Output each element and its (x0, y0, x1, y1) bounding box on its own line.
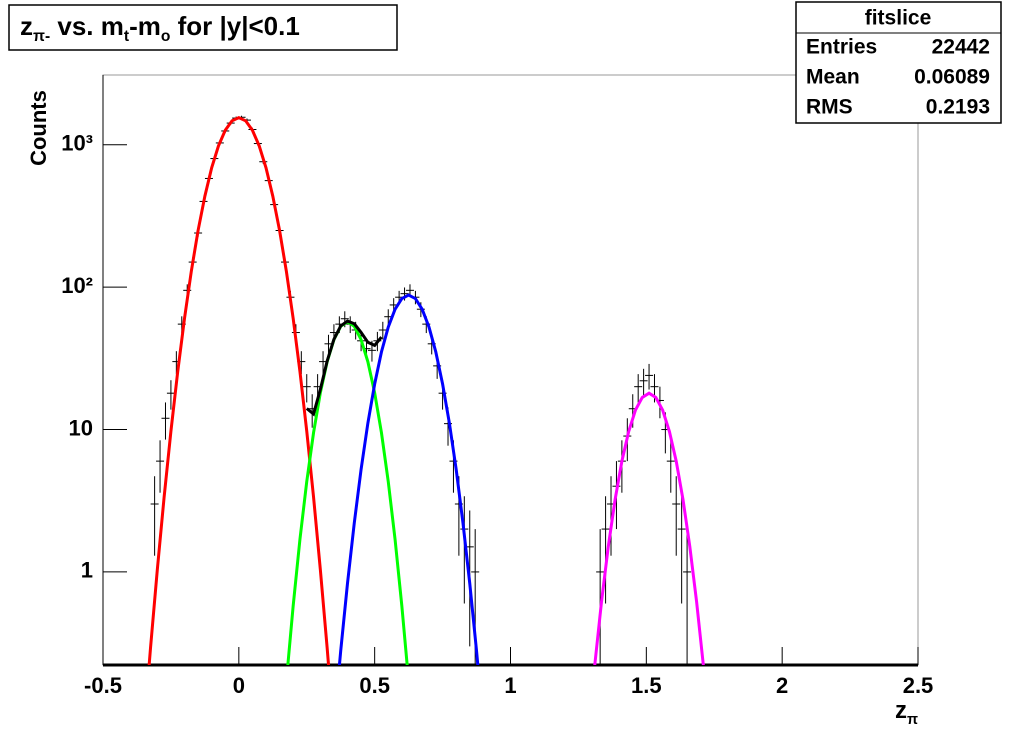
title-subscript: t (124, 28, 129, 45)
title-subscript: o (161, 28, 171, 45)
x-tick-label: 2 (776, 673, 788, 698)
plot-frame (102, 74, 919, 666)
data-point (677, 496, 686, 604)
data-point (683, 529, 692, 665)
y-tick-label: 10 (69, 415, 93, 440)
title-box (8, 4, 398, 51)
stats-label: RMS (806, 96, 853, 119)
x-tick-label: 0.5 (359, 673, 390, 698)
x-tick-label: 1.5 (631, 673, 662, 698)
stats-title: fitslice (865, 7, 932, 30)
x-tick-label: -0.5 (84, 673, 122, 698)
y-tick-label: 10² (61, 273, 93, 298)
data-point (166, 380, 175, 410)
title-part: -m (129, 11, 161, 41)
x-axis-label: zπ (895, 697, 918, 727)
data-point (156, 440, 165, 493)
data-point (471, 529, 480, 665)
stats-frame (795, 1, 1002, 124)
stats-box: fitslice (795, 1, 1002, 124)
title-subscript: π- (33, 28, 50, 45)
title-part: for |y|<0.1 (170, 11, 299, 41)
y-tick-label: 1 (81, 558, 93, 583)
chart-title: zπ- vs. mt-mo for |y|<0.1 (20, 11, 300, 45)
y-axis-label: Counts (26, 90, 51, 166)
fit-curve (305, 319, 383, 417)
stats-value: 22442 (932, 36, 990, 59)
data-point (378, 321, 387, 340)
title-part: z (20, 11, 33, 41)
stats-value: 0.06089 (914, 66, 990, 89)
data-point (161, 402, 170, 440)
x-tick-label: 0 (233, 673, 245, 698)
data-point (150, 476, 159, 556)
data-point (666, 440, 675, 493)
data-point (645, 363, 654, 390)
data-point (639, 368, 648, 396)
x-tick-label: 2.5 (903, 673, 934, 698)
stats-value: 0.2193 (926, 96, 990, 119)
data-point (672, 476, 681, 556)
x-tick-label: 1 (504, 673, 516, 698)
data-point (634, 374, 643, 403)
plot-area (147, 115, 705, 665)
y-tick-label: 10³ (61, 131, 93, 156)
title-subscript: π (907, 712, 918, 728)
stats-label: Mean (806, 66, 860, 89)
title-part: vs. m (50, 11, 124, 41)
fit-curve (337, 293, 480, 665)
title-part: z (895, 697, 907, 724)
data-point (302, 374, 311, 403)
stats-label: Entries (806, 36, 877, 59)
fit-curve (593, 391, 705, 665)
data-point (601, 496, 610, 604)
fit-curve (147, 116, 331, 665)
